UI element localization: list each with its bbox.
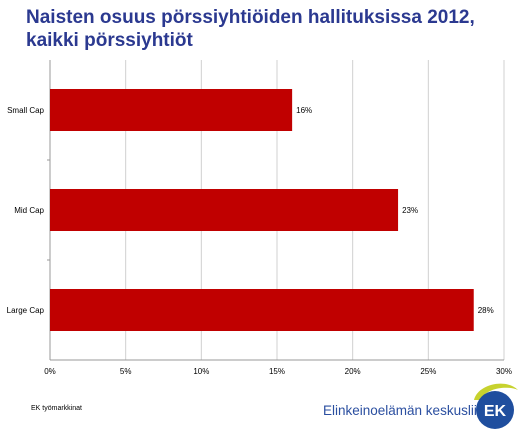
brand-name: Elinkeinoelämän keskusliitto [323,403,492,418]
x-tick-label: 30% [496,367,512,376]
x-tick-label: 20% [345,367,361,376]
ek-logo-icon: EK [474,383,518,429]
chart-title: Naisten osuus pörssiyhtiöiden hallituksi… [26,6,506,52]
chart-title-line-1: Naisten osuus pörssiyhtiöiden hallituksi… [26,7,475,28]
logo-text: EK [484,403,507,420]
data-label: 16% [296,106,312,115]
x-tick-label: 25% [420,367,436,376]
data-label: 28% [478,306,494,315]
source-note: EK työmarkkinat [31,405,82,412]
bar [50,289,474,331]
bar [50,89,293,131]
x-tick-label: 15% [269,367,285,376]
bar [50,189,399,231]
chart-title-line-2: kaikki pörssiyhtiöt [26,30,193,51]
x-tick-label: 10% [193,367,209,376]
x-tick-label: 0% [44,367,56,376]
category-label: Small Cap [7,106,44,115]
data-label: 23% [402,206,418,215]
logo-green-swoosh [474,383,518,400]
category-label: Mid Cap [14,206,44,215]
x-tick-label: 5% [120,367,132,376]
logo-blue-circle [476,391,514,429]
category-label: Large Cap [7,306,45,315]
